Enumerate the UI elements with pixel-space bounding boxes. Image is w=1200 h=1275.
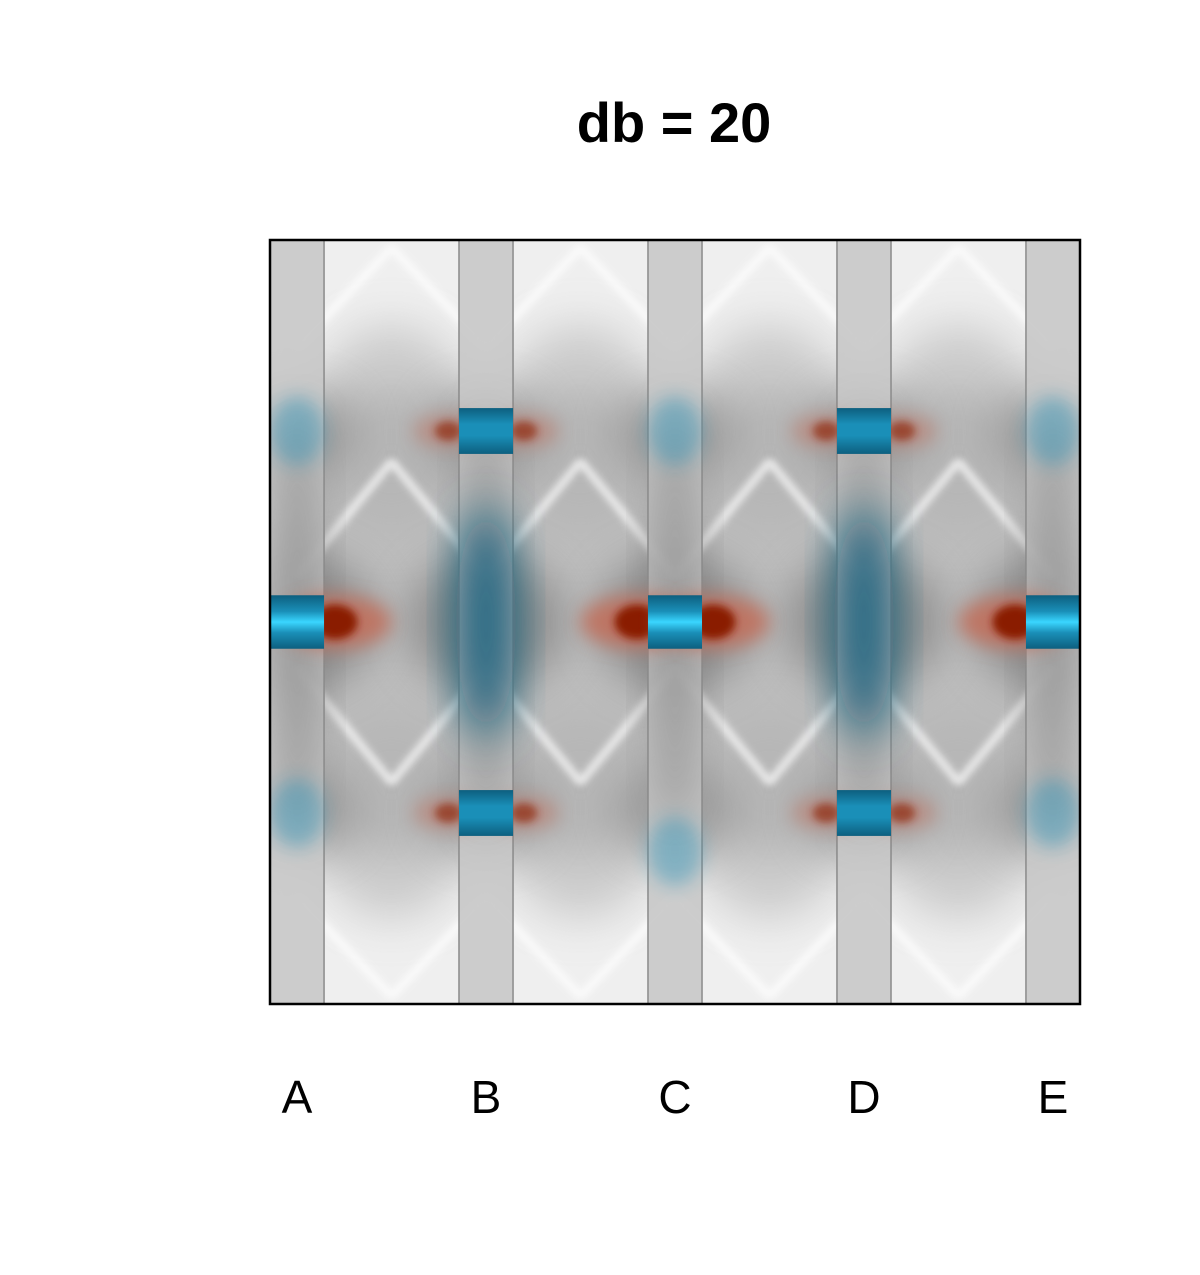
x-tick-label: A xyxy=(282,1071,313,1123)
plot-frame xyxy=(268,238,1082,1006)
blue-blob xyxy=(836,790,892,836)
red-spot-core xyxy=(888,421,916,441)
gray-shade xyxy=(495,706,666,920)
blue-blob xyxy=(458,790,514,836)
gray-shade xyxy=(873,324,1044,538)
shading-layer xyxy=(270,324,1080,920)
blue-blob xyxy=(647,396,703,466)
blue-blob xyxy=(647,595,703,649)
blue-blob xyxy=(1025,396,1080,466)
red-spot-core xyxy=(434,421,462,441)
chart-title: db = 20 xyxy=(576,91,772,154)
blue-blobs-layer xyxy=(270,396,1080,886)
red-spot-core xyxy=(812,421,840,441)
red-spot-core xyxy=(434,803,462,823)
gray-shade xyxy=(306,324,477,538)
blue-blob xyxy=(270,595,325,649)
plot-area xyxy=(270,240,1080,1004)
x-tick-label: B xyxy=(471,1071,502,1123)
blue-blob xyxy=(834,507,894,737)
blue-blob xyxy=(1025,595,1080,649)
blue-blob xyxy=(458,408,514,454)
gray-shade xyxy=(873,706,1044,920)
blue-blob xyxy=(270,778,325,848)
blue-blob xyxy=(1025,778,1080,848)
x-tick-label: C xyxy=(658,1071,691,1123)
gray-shade xyxy=(306,706,477,920)
gray-shade xyxy=(684,706,855,920)
blue-blob xyxy=(836,408,892,454)
red-spot-core xyxy=(510,421,538,441)
x-tick-labels: A B C D E xyxy=(282,1071,1069,1123)
gray-shade xyxy=(684,324,855,538)
red-spot-core xyxy=(888,803,916,823)
gray-shade xyxy=(495,324,666,538)
x-tick-label: D xyxy=(847,1071,880,1123)
blue-blob xyxy=(270,396,325,466)
red-spot-core xyxy=(510,803,538,823)
red-spot-core xyxy=(812,803,840,823)
blue-blob xyxy=(647,816,703,886)
x-tick-label: E xyxy=(1038,1071,1069,1123)
blue-blob xyxy=(456,507,516,737)
